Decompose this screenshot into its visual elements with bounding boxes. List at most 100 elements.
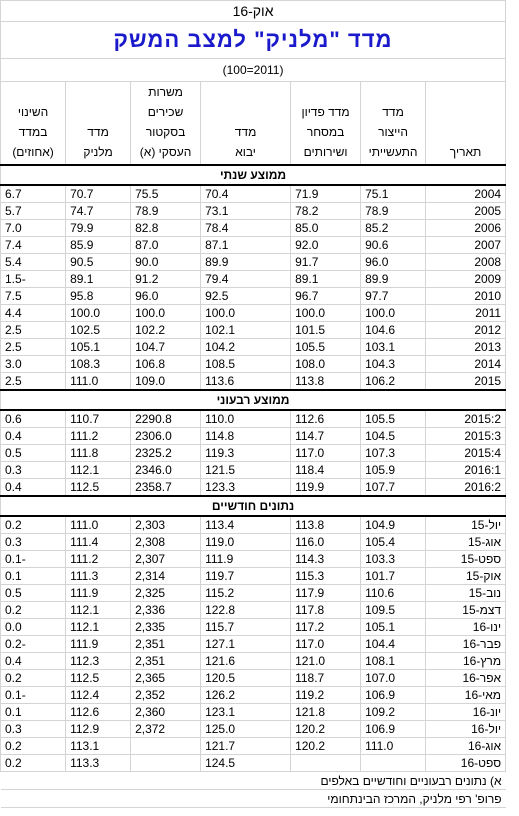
value-cell: 102.1: [200, 321, 292, 339]
value-cell: 120.5: [200, 669, 292, 687]
date-cell: מרץ-16: [425, 652, 507, 670]
value-cell: 113.8: [290, 515, 362, 534]
value-cell: 111.2: [65, 427, 132, 445]
value-cell: 113.6: [200, 372, 292, 391]
value-cell: 0.5: [0, 584, 67, 602]
value-cell: 112.3: [65, 652, 132, 670]
section-row: ממוצע שנתי: [0, 164, 507, 186]
data-row: 2011 100.0 100.0 100.0 100.0 100.0 4.4: [0, 304, 507, 322]
data-row: דצמ-15 109.5 117.8 122.8 2,336 112.1 0.2: [0, 601, 507, 619]
value-cell: 89.1: [290, 270, 362, 288]
header-line: הייצור: [378, 125, 409, 139]
date-cell: 2016:2: [425, 478, 507, 497]
value-cell: 112.9: [65, 720, 132, 738]
value-cell: 2,372: [130, 720, 202, 738]
date-cell: נוב-15: [425, 584, 507, 602]
value-cell: 87.0: [130, 236, 202, 254]
value-cell: 111.9: [200, 550, 292, 568]
value-cell: 2,335: [130, 618, 202, 636]
column-header: השינוי במדד (אחוזים): [0, 81, 67, 166]
value-cell: 2,351: [130, 652, 202, 670]
value-cell: 110.0: [200, 409, 292, 428]
date-cell: יונ-16: [425, 703, 507, 721]
value-cell: 119.3: [200, 444, 292, 462]
column-header: תאריך: [425, 81, 507, 166]
value-cell: 2,365: [130, 669, 202, 687]
value-cell: 111.8: [65, 444, 132, 462]
value-cell: 96.7: [290, 287, 362, 305]
value-cell: 96.0: [360, 253, 427, 271]
value-cell: 116.0: [290, 533, 362, 551]
value-cell: -0.1: [0, 686, 67, 704]
data-row: 2004 75.1 71.9 70.4 75.5 70.7 6.7: [0, 184, 507, 203]
value-cell: 75.1: [360, 184, 427, 203]
date-cell: 2012: [425, 321, 507, 339]
header-line: העסקי (א): [139, 145, 192, 159]
value-cell: 104.2: [200, 338, 292, 356]
data-row: 2015:4 107.3 117.0 119.3 2325.2 111.8 0.5: [0, 444, 507, 462]
value-cell: 90.5: [65, 253, 132, 271]
date-cell: 2010: [425, 287, 507, 305]
value-cell: 5.4: [0, 253, 67, 271]
data-row: 2015 106.2 113.8 113.6 109.0 111.0 2.5: [0, 372, 507, 391]
value-cell: [130, 737, 202, 755]
value-cell: 73.1: [200, 202, 292, 220]
value-cell: 109.5: [360, 601, 427, 619]
value-cell: 78.9: [130, 202, 202, 220]
column-header: מדד הייצור התעשייתי: [360, 81, 427, 166]
value-cell: 112.1: [65, 601, 132, 619]
value-cell: 2358.7: [130, 478, 202, 497]
header-line: במסחר: [306, 125, 345, 139]
date-cell: ספט-16: [425, 754, 507, 772]
value-cell: 0.0: [0, 618, 67, 636]
value-cell: 78.4: [200, 219, 292, 237]
value-cell: 2306.0: [130, 427, 202, 445]
value-cell: 0.1: [0, 567, 67, 585]
value-cell: 113.4: [200, 515, 292, 534]
header-line: התעשייתי: [368, 145, 418, 159]
footnote-row: א) נתונים רבעוניים וחודשיים באלפים: [0, 771, 506, 790]
value-cell: -0.1: [0, 550, 67, 568]
value-cell: 7.0: [0, 219, 67, 237]
title: מדד "מלניק" למצב המשק: [0, 21, 507, 59]
value-cell: 6.7: [0, 184, 67, 203]
value-cell: 120.2: [290, 737, 362, 755]
value-cell: 100.0: [360, 304, 427, 322]
value-cell: 2.5: [0, 321, 67, 339]
value-cell: 122.8: [200, 601, 292, 619]
value-cell: 2,352: [130, 686, 202, 704]
value-cell: 123.3: [200, 478, 292, 497]
value-cell: 127.1: [200, 635, 292, 653]
value-cell: 124.5: [200, 754, 292, 772]
value-cell: 121.6: [200, 652, 292, 670]
data-row: 2009 89.9 89.1 79.4 91.2 89.1 -1.5: [0, 270, 507, 288]
value-cell: 0.4: [0, 478, 67, 497]
value-cell: 0.3: [0, 461, 67, 479]
value-cell: 121.5: [200, 461, 292, 479]
value-cell: 2,351: [130, 635, 202, 653]
value-cell: 111.3: [65, 567, 132, 585]
value-cell: 2.5: [0, 338, 67, 356]
date-cell: דצמ-15: [425, 601, 507, 619]
date-cell: ספט-15: [425, 550, 507, 568]
value-cell: 110.6: [360, 584, 427, 602]
value-cell: 70.4: [200, 184, 292, 203]
data-row: 2014 104.3 108.0 108.5 106.8 108.3 3.0: [0, 355, 507, 373]
header-line: משרות: [148, 85, 183, 99]
date-cell: 2011: [425, 304, 507, 322]
value-cell: 108.1: [360, 652, 427, 670]
value-cell: 111.0: [65, 515, 132, 534]
section-row: נתונים חודשיים: [0, 495, 507, 517]
value-cell: 0.2: [0, 669, 67, 687]
date-cell: 2015:3: [425, 427, 507, 445]
value-cell: 87.1: [200, 236, 292, 254]
value-cell: 107.0: [360, 669, 427, 687]
data-row: מאי-16 106.9 119.2 126.2 2,352 112.4 -0.1: [0, 686, 507, 704]
value-cell: 113.8: [290, 372, 362, 391]
base-row: (2011=100): [0, 58, 507, 82]
value-cell: 79.9: [65, 219, 132, 237]
header-line: יבוא: [235, 145, 256, 159]
value-cell: 78.2: [290, 202, 362, 220]
value-cell: 110.7: [65, 409, 132, 428]
value-cell: 0.5: [0, 444, 67, 462]
